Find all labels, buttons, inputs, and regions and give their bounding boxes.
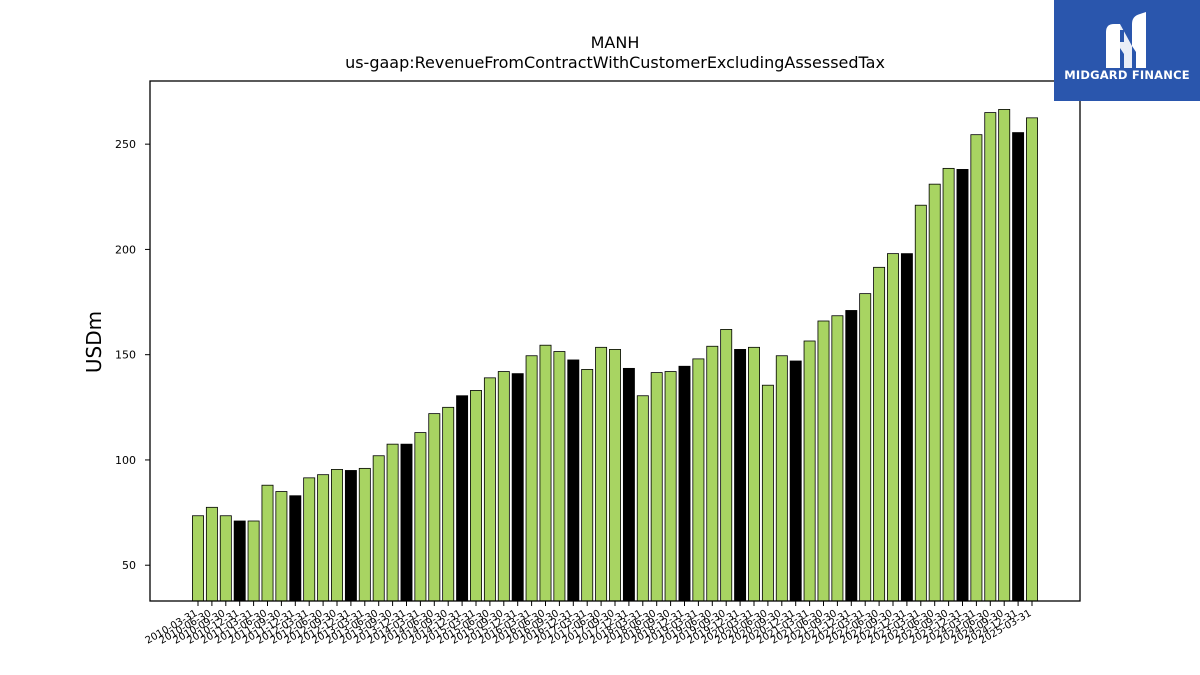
bar-2017-03-31 — [581, 369, 594, 602]
bar-2014-12-31 — [456, 395, 469, 602]
bar-2013-12-31 — [400, 443, 413, 602]
bar-2022-12-31 — [900, 253, 913, 602]
bar-2020-06-30 — [761, 384, 774, 602]
bar-2020-03-31 — [748, 346, 760, 602]
bar-2024-09-30 — [998, 109, 1011, 602]
bar-2021-09-30 — [831, 315, 844, 602]
ticks-group: 2010-03-312010-06-302010-09-302010-12-31… — [115, 138, 1034, 647]
bar-2015-03-31 — [470, 390, 482, 602]
bar-2020-09-30 — [775, 355, 788, 602]
bar-2016-06-30 — [539, 344, 552, 602]
bar-2018-09-30 — [664, 371, 677, 602]
chart-subtitle: us-gaap:RevenueFromContractWithCustomerE… — [345, 53, 885, 72]
bar-2022-09-30 — [887, 253, 899, 602]
bar-2024-06-30 — [984, 112, 997, 602]
bar-2011-09-30 — [275, 491, 288, 602]
bar-2015-12-31 — [511, 373, 524, 602]
bar-2015-09-30 — [497, 371, 510, 602]
y-tick-label: 100 — [115, 454, 136, 467]
bar-2023-03-31 — [914, 204, 927, 602]
bar-2013-09-30 — [386, 443, 399, 602]
bar-2023-09-30 — [942, 167, 955, 602]
bar-2017-09-30 — [609, 349, 621, 602]
bar-2021-06-30 — [817, 320, 830, 602]
y-tick-label: 200 — [115, 243, 136, 256]
brand-logo: MIDGARD FINANCE — [1054, 0, 1200, 101]
bar-2019-06-30 — [706, 345, 719, 602]
bar-2016-12-31 — [567, 359, 580, 602]
chart-title: MANH — [591, 33, 640, 52]
bar-2012-12-31 — [344, 470, 357, 602]
bar-2020-12-31 — [789, 360, 802, 602]
bar-2014-06-30 — [428, 413, 441, 602]
bar-2014-03-31 — [414, 432, 427, 602]
bar-2012-03-31 — [303, 477, 316, 602]
bar-2022-06-30 — [873, 266, 886, 602]
bar-2015-06-30 — [483, 377, 496, 602]
bar-2019-03-31 — [692, 358, 705, 602]
bar-2018-12-31 — [678, 365, 691, 602]
bar-2013-06-30 — [372, 455, 385, 602]
y-tick-label: 250 — [115, 138, 136, 151]
bar-2011-06-30 — [261, 484, 274, 602]
bar-2011-03-31 — [247, 520, 260, 602]
y-tick-label: 50 — [122, 559, 136, 572]
midgard-m-logo-icon — [1106, 12, 1146, 68]
bar-2014-09-30 — [442, 406, 455, 602]
bar-2021-12-31 — [845, 310, 858, 602]
y-axis-label: USDm — [82, 311, 106, 373]
bar-2010-06-30 — [205, 506, 218, 602]
bar-2016-03-31 — [525, 355, 538, 602]
bar-2019-12-31 — [734, 349, 747, 602]
brand-name: MIDGARD FINANCE — [1064, 68, 1190, 82]
y-tick-label: 150 — [115, 349, 136, 362]
bars-group — [192, 109, 1038, 602]
bar-2013-03-31 — [358, 467, 371, 602]
bar-2019-09-30 — [720, 329, 733, 602]
bar-2011-12-31 — [289, 495, 302, 602]
bar-2025-03-31 — [1026, 117, 1038, 602]
bar-2010-12-31 — [233, 520, 246, 602]
bar-2012-06-30 — [317, 474, 330, 602]
bar-2017-12-31 — [622, 367, 635, 602]
bar-2022-03-31 — [859, 293, 872, 602]
plot-frame — [149, 80, 1081, 602]
bar-2017-06-30 — [595, 346, 608, 602]
bar-2018-03-31 — [636, 395, 649, 602]
bar-2024-12-31 — [1012, 132, 1025, 602]
bar-2023-12-31 — [956, 169, 969, 602]
bar-2018-06-30 — [650, 372, 663, 602]
bar-2021-03-31 — [803, 340, 816, 602]
bar-2012-09-30 — [331, 469, 343, 602]
bar-2024-03-31 — [970, 134, 983, 602]
bar-2010-09-30 — [219, 515, 232, 602]
bar-2010-03-31 — [192, 515, 204, 602]
bar-2023-06-30 — [928, 183, 941, 602]
bar-2016-09-30 — [553, 351, 566, 602]
